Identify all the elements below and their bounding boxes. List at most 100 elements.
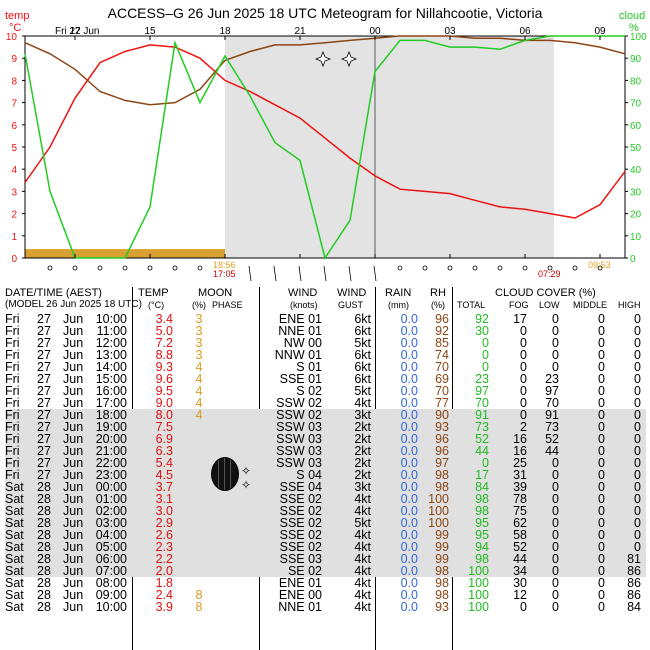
cell-m: Jun [63, 348, 84, 362]
cell-t: 18:00 [95, 408, 127, 422]
cell-m: Jun [63, 576, 84, 590]
table-row: Fri 27 Jun 15:00 9.6 4 SSE 01 6kt 0.0 69 23 0 23 0 0 [5, 372, 646, 386]
cloud-symbol [522, 265, 528, 271]
cell-mid: 0 [598, 492, 605, 506]
cloud-tick-label: 60 [630, 121, 642, 132]
cell-wind: S 02 [296, 384, 322, 398]
cell-t: 22:00 [95, 456, 127, 470]
cell-rain: 0.0 [400, 528, 418, 542]
table-row: Fri 27 Jun 14:00 9.3 4 S 01 6kt 0.0 70 0 0 0 0 0 [5, 360, 646, 374]
cell-t: 11:00 [96, 324, 127, 338]
header-middle: MIDDLE [573, 300, 608, 310]
cell-mid: 0 [598, 600, 605, 614]
cell-rain: 0.0 [400, 516, 418, 530]
cell-fog: 12 [513, 588, 527, 602]
cell-rain: 0.0 [400, 420, 418, 434]
cell-temp: 3.1 [155, 492, 173, 506]
cell-temp: 2.6 [155, 528, 173, 542]
cell-mid: 0 [598, 348, 605, 362]
cloud-symbol [472, 265, 478, 271]
cloud-symbol [597, 265, 603, 271]
header-rh-unit: (%) [431, 300, 445, 310]
cell-temp: 9.6 [155, 372, 173, 386]
cell-d: 28 [37, 588, 51, 602]
cell-rain: 0.0 [400, 372, 418, 386]
cell-high: 0 [634, 540, 641, 554]
cell-rain: 0.0 [400, 312, 418, 326]
cell-temp: 8.8 [155, 348, 173, 362]
cell-rain: 0.0 [400, 504, 418, 518]
cell-d: 27 [37, 372, 51, 386]
cell-high: 86 [627, 576, 641, 590]
star-icon: ✧ [241, 464, 252, 478]
cell-fog: 30 [513, 576, 527, 590]
cell-gust: 5kt [354, 516, 371, 530]
cell-m: Jun [63, 600, 84, 614]
precip-bars [25, 249, 225, 258]
cell-m: Jun [63, 360, 84, 374]
cloud-tick-label: 100 [630, 32, 647, 43]
cell-low: 0 [552, 576, 559, 590]
cell-total: 30 [475, 324, 489, 338]
cell-rh: 100 [428, 516, 449, 530]
cell-fog: 2 [520, 420, 527, 434]
wind-arrow [298, 265, 302, 282]
cell-m: Jun [63, 432, 84, 446]
left-axis-title: temp [5, 10, 29, 22]
cell-t: 10:00 [95, 312, 127, 326]
cell-m: Jun [63, 456, 84, 470]
wind-arrow [373, 265, 377, 282]
cell-day: Fri [5, 360, 20, 374]
cell-day: Sat [5, 480, 24, 494]
cell-gust: 4kt [354, 600, 371, 614]
cell-mid: 0 [598, 408, 605, 422]
cell-day: Fri [5, 432, 20, 446]
cell-m: Jun [63, 516, 84, 530]
cell-gust: 4kt [354, 528, 371, 542]
cell-d: 28 [37, 480, 51, 494]
header-total: TOTAL [457, 300, 486, 310]
cell-rh: 98 [435, 480, 449, 494]
cell-day: Sat [5, 552, 24, 566]
cell-fog: 0 [520, 360, 527, 374]
cell-high: 0 [634, 372, 641, 386]
cell-temp: 8.0 [155, 408, 173, 422]
cell-mid: 0 [598, 312, 605, 326]
cell-rain: 0.0 [400, 396, 418, 410]
cell-gust: 4kt [354, 588, 371, 602]
table-body: Fri 27 Jun 10:00 3.4 3 ENE 01 6kt 0.0 96 92 17 0 0 0 Fr… [5, 313, 646, 613]
header-temp: TEMP [138, 287, 169, 299]
cell-total: 0 [482, 348, 489, 362]
cell-wind: S 04 [296, 468, 322, 482]
cell-gust: 4kt [354, 576, 371, 590]
cell-total: 0 [482, 456, 489, 470]
cell-temp: 3.4 [155, 312, 173, 326]
cell-temp: 9.0 [155, 396, 173, 410]
cell-high: 0 [634, 336, 641, 350]
wind-arrow [273, 265, 277, 282]
temp-tick-label: 1 [11, 232, 17, 243]
cell-high: 0 [634, 528, 641, 542]
cell-rh: 96 [435, 444, 449, 458]
cell-fog: 44 [513, 552, 527, 566]
cell-moon: 4 [195, 372, 203, 386]
cell-wind: NNE 01 [278, 600, 322, 614]
moon-icon [211, 457, 239, 491]
cell-moon: 3 [195, 348, 203, 362]
cell-high: 0 [634, 504, 641, 518]
cell-high: 0 [634, 360, 641, 374]
hour-tick-label: 06 [519, 26, 531, 37]
table-row: Fri 27 Jun 16:00 9.5 4 S 02 5kt 0.0 70 97 0 97 0 0 [5, 384, 646, 398]
cell-rh: 98 [435, 468, 449, 482]
cloud-tick-label: 70 [630, 99, 642, 110]
cell-low: 73 [545, 420, 559, 434]
cell-gust: 2kt [354, 444, 371, 458]
cell-m: Jun [63, 396, 84, 410]
night-shading [225, 36, 554, 258]
cell-day: Fri [5, 324, 20, 338]
table-row: Sat 28 Jun 09:00 2.4 8 ENE 00 4kt 0.0 98 100 12 0 0 86 [5, 588, 646, 602]
cell-d: 27 [37, 396, 51, 410]
temp-tick-label: 8 [11, 76, 17, 87]
star-icon [314, 50, 332, 68]
cell-rh: 97 [435, 456, 449, 470]
